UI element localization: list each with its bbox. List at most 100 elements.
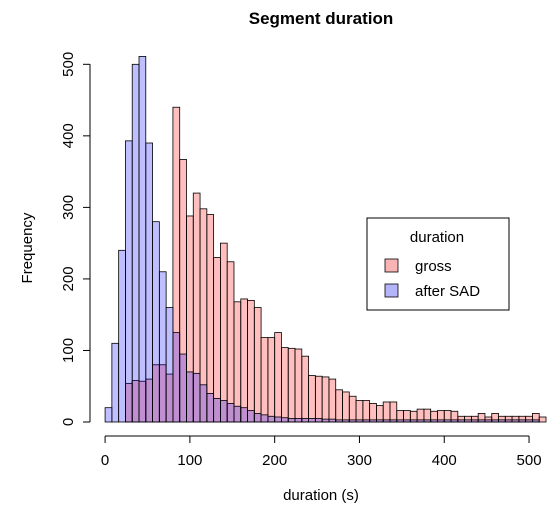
x-tick-label: 0 (101, 452, 109, 469)
bar-after-sad (525, 419, 533, 423)
x-tick-label: 200 (262, 452, 287, 469)
bar-after-sad (498, 419, 506, 423)
bar-after-sad (138, 56, 147, 423)
bar-after-sad (328, 418, 337, 423)
bar-after-sad (491, 419, 499, 423)
bar-after-sad (464, 419, 472, 423)
bar-after-sad (376, 419, 384, 423)
bar-after-sad (342, 419, 350, 423)
bar-after-sad (314, 418, 323, 423)
bar-gross (240, 298, 248, 423)
bar-after-sad (220, 400, 228, 423)
bar-after-sad (470, 419, 479, 423)
bar-gross (362, 400, 371, 423)
bar-gross (321, 376, 330, 423)
bar-after-sad (335, 419, 343, 423)
bar-after-sad (192, 372, 201, 423)
bar-gross (355, 400, 364, 423)
bar-after-sad (186, 371, 194, 423)
bar-gross (308, 375, 316, 423)
y-tick-label: 500 (60, 52, 77, 77)
x-axis: 0 100 200 300 400 500 (101, 435, 542, 469)
bar-after-sad (484, 419, 493, 423)
bar-after-sad (477, 419, 486, 423)
bar-after-sad (396, 419, 404, 423)
bar-gross (342, 391, 350, 423)
bar-after-sad (281, 417, 289, 423)
bar-after-sad (389, 419, 398, 423)
bar-after-sad (301, 418, 309, 423)
bar-after-sad (382, 419, 391, 423)
bar-gross (274, 332, 282, 423)
bar-after-sad (206, 392, 215, 423)
bar-after-sad (240, 407, 248, 423)
bar-gross (314, 375, 323, 423)
legend-label-after-sad: after SAD (415, 283, 480, 300)
x-tick-label: 300 (347, 452, 372, 469)
bar-after-sad (253, 413, 262, 423)
bar-gross (328, 378, 337, 423)
bar-after-sad (260, 414, 269, 423)
x-tick-label: 500 (517, 452, 542, 469)
y-tick-label: 300 (60, 195, 77, 220)
x-tick-label: 100 (177, 452, 202, 469)
y-tick-label: 400 (60, 123, 77, 148)
legend-swatch-after-sad (384, 283, 399, 298)
bar-after-sad (213, 397, 221, 423)
bar-gross (253, 307, 262, 423)
bar-after-sad (443, 419, 452, 423)
bar-after-sad (457, 419, 466, 423)
bar-after-sad (504, 419, 513, 423)
bar-after-sad (226, 402, 235, 423)
bar-after-sad (199, 384, 208, 423)
bar-gross (220, 242, 228, 423)
bar-after-sad (369, 419, 377, 423)
bar-after-sad (511, 419, 520, 423)
bar-after-sad (423, 419, 432, 423)
bar-after-sad (145, 142, 153, 423)
bar-after-sad (152, 221, 160, 423)
bar-after-sad (532, 419, 540, 423)
bar-gross (369, 402, 377, 423)
bar-gross (247, 299, 255, 423)
x-tick-label: 400 (432, 452, 457, 469)
bars-gross-series (125, 106, 547, 423)
bar-after-sad (409, 419, 418, 423)
bar-after-sad (247, 410, 255, 423)
bar-after-sad (430, 419, 438, 423)
bar-after-sad (355, 419, 364, 423)
bar-gross (213, 257, 221, 423)
x-axis-label: duration (s) (283, 487, 359, 504)
bar-gross (382, 401, 391, 423)
bars-after-sad-series (104, 56, 540, 423)
legend-label-gross: gross (415, 258, 452, 275)
bar-after-sad (118, 249, 126, 423)
bar-after-sad (518, 419, 527, 423)
bar-gross (389, 401, 398, 423)
bar-gross (226, 261, 235, 423)
bar-gross (287, 347, 296, 423)
bar-after-sad (403, 419, 411, 423)
y-tick-label: 100 (60, 338, 77, 363)
bar-after-sad (267, 415, 276, 423)
bar-after-sad (308, 418, 316, 423)
bar-gross (233, 301, 242, 423)
bar-gross (206, 214, 215, 423)
bar-after-sad (104, 407, 113, 423)
bar-gross (260, 337, 269, 423)
bar-after-sad (131, 63, 140, 423)
legend-swatch-gross (384, 258, 399, 273)
y-tick-label: 200 (60, 266, 77, 291)
bar-after-sad (362, 419, 371, 423)
y-tick-label: 0 (60, 418, 77, 426)
bar-gross (335, 389, 343, 423)
bar-after-sad (294, 418, 303, 423)
bar-after-sad (233, 405, 242, 423)
bar-after-sad (416, 419, 425, 423)
bar-after-sad (450, 419, 459, 423)
legend-title: duration (410, 229, 464, 246)
bar-after-sad (125, 140, 133, 423)
chart-title: Segment duration (249, 9, 394, 28)
bar-after-sad (165, 307, 174, 423)
